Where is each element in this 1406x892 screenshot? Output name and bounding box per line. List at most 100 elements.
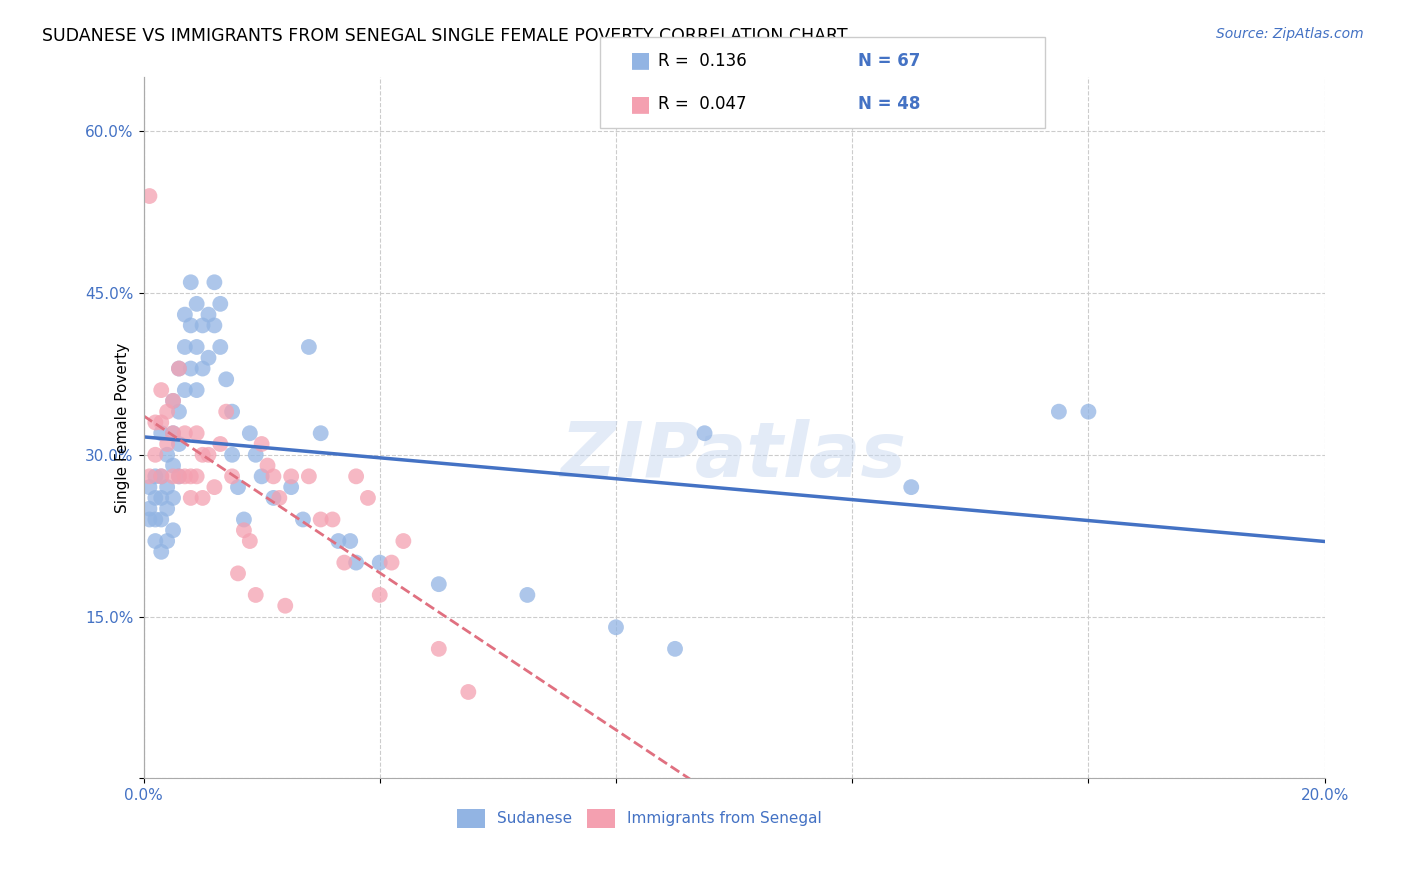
Point [156, 448, 179, 462]
Point [215, 372, 238, 386]
Point [221, 469, 243, 483]
Point [167, 437, 190, 451]
Point [256, 458, 278, 473]
Point [180, 361, 202, 376]
Text: N = 67: N = 67 [858, 52, 920, 70]
Point [298, 340, 321, 354]
Point [250, 469, 273, 483]
Point [328, 534, 350, 549]
Point [221, 405, 243, 419]
Point [186, 383, 208, 397]
Text: N = 48: N = 48 [858, 95, 920, 113]
Point [138, 189, 160, 203]
Point [143, 512, 166, 526]
Point [197, 308, 219, 322]
Point [162, 426, 184, 441]
Point [202, 480, 225, 494]
Text: SUDANESE VS IMMIGRANTS FROM SENEGAL SINGLE FEMALE POVERTY CORRELATION CHART: SUDANESE VS IMMIGRANTS FROM SENEGAL SING… [42, 27, 848, 45]
Point [605, 620, 627, 634]
Point [180, 318, 202, 333]
Point [156, 437, 179, 451]
Point [167, 469, 190, 483]
Y-axis label: Single Female Poverty: Single Female Poverty [115, 343, 129, 513]
Point [150, 426, 173, 441]
Point [280, 469, 302, 483]
Point [262, 469, 284, 483]
Legend: Sudanese, Immigrants from Senegal: Sudanese, Immigrants from Senegal [451, 803, 828, 834]
Point [180, 275, 202, 289]
Point [516, 588, 538, 602]
Point [143, 448, 166, 462]
Point [143, 416, 166, 430]
Point [221, 448, 243, 462]
Point [186, 426, 208, 441]
Point [150, 491, 173, 505]
Point [173, 383, 195, 397]
Point [392, 534, 415, 549]
Point [664, 641, 686, 656]
Point [162, 491, 184, 505]
Point [900, 480, 922, 494]
Point [162, 469, 184, 483]
Point [232, 512, 254, 526]
Point [173, 469, 195, 483]
Point [191, 361, 214, 376]
Point [162, 393, 184, 408]
Point [368, 556, 391, 570]
Point [226, 480, 249, 494]
Point [191, 318, 214, 333]
Point [180, 491, 202, 505]
Point [167, 361, 190, 376]
Point [209, 297, 232, 311]
Point [1077, 405, 1099, 419]
Point [232, 523, 254, 537]
Point [150, 416, 173, 430]
Point [339, 534, 361, 549]
Point [186, 297, 208, 311]
Point [245, 448, 267, 462]
Point [368, 588, 391, 602]
Point [197, 448, 219, 462]
Point [269, 491, 291, 505]
Point [173, 340, 195, 354]
Point [143, 469, 166, 483]
Point [186, 469, 208, 483]
Point [309, 426, 332, 441]
Point [333, 556, 356, 570]
Point [427, 641, 450, 656]
Point [215, 405, 238, 419]
Point [186, 340, 208, 354]
Text: Source: ZipAtlas.com: Source: ZipAtlas.com [1216, 27, 1364, 41]
Point [156, 501, 179, 516]
Point [344, 469, 367, 483]
Text: R =  0.136: R = 0.136 [658, 52, 747, 70]
Point [280, 480, 302, 494]
Point [309, 512, 332, 526]
Point [457, 685, 479, 699]
Point [156, 480, 179, 494]
Text: ■: ■ [630, 95, 651, 114]
Point [167, 361, 190, 376]
Point [138, 480, 160, 494]
Point [380, 556, 402, 570]
Text: ZIPatlas: ZIPatlas [561, 419, 907, 493]
Point [202, 318, 225, 333]
Point [180, 469, 202, 483]
Point [239, 426, 262, 441]
Point [693, 426, 716, 441]
Point [1047, 405, 1070, 419]
Point [291, 512, 314, 526]
Point [357, 491, 380, 505]
Point [191, 491, 214, 505]
Point [138, 469, 160, 483]
Point [162, 426, 184, 441]
Point [143, 491, 166, 505]
Point [138, 512, 160, 526]
Point [209, 437, 232, 451]
Point [191, 448, 214, 462]
Point [239, 534, 262, 549]
Point [162, 523, 184, 537]
Point [344, 556, 367, 570]
Point [143, 534, 166, 549]
Point [156, 534, 179, 549]
